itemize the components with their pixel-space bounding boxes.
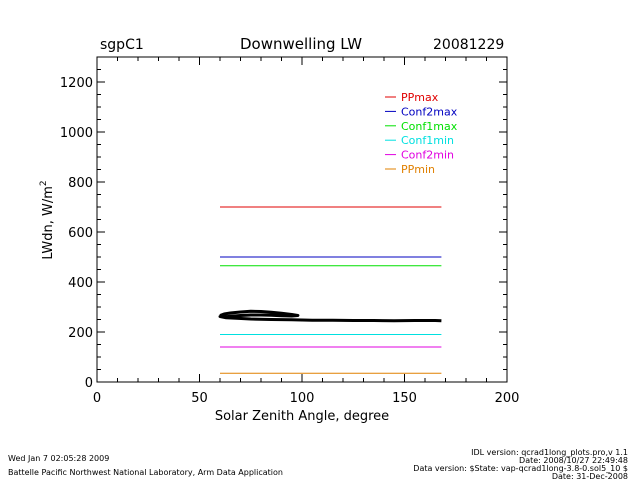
chart-title: Downwelling LW [240,35,363,53]
y-tick-label: 600 [68,226,93,241]
x-tick-label: 0 [93,391,101,406]
footer-idl-version: IDL version: qcrad1long_plots.pro,v 1.1 [471,448,628,457]
legend-label: Conf1min [401,134,454,147]
threshold-lines [220,206,442,374]
footer-data-version: Data version: $State: vap-qcrad1long-3.8… [413,464,628,473]
y-tick-label: 400 [68,276,93,291]
x-tick-label: 50 [191,391,208,406]
y-axis-label-sup: 2 [39,180,49,186]
observation-line [218,309,442,323]
footer-timestamp: Wed Jan 7 02:05:28 2009 [8,454,110,463]
axis-ticks: 0 50 100 150 200 0 200 400 600 800 1000 1200 [60,56,520,406]
x-tick-label: 150 [392,391,417,406]
legend-label: Conf2max [401,105,458,118]
legend-label: Conf1max [401,120,458,133]
y-axis-label-main: LWdn, W/m [41,186,56,260]
site-label: sgpC1 [100,37,144,53]
x-axis-label: Solar Zenith Angle, degree [215,409,389,424]
y-tick-label: 1200 [60,76,93,91]
y-tick-label: 800 [68,176,93,191]
legend-label: Conf2min [401,149,454,162]
footer-idl-date: Date: 2008/10/27 22:49:48 [519,456,628,465]
x-tick-label: 100 [290,391,315,406]
footer-institution: Battelle Pacific Northwest National Labo… [8,468,283,477]
date-label: 20081229 [433,37,505,53]
y-tick-label: 1000 [60,126,93,141]
y-tick-label: 0 [85,376,93,391]
legend-label: PPmin [401,163,435,176]
footer-data-date: Date: 31-Dec-2008 [551,472,628,481]
x-tick-label: 200 [495,391,520,406]
observation-trace [218,309,442,323]
y-axis-label: LWdn, W/m2 [39,180,56,259]
legend-label: PPmax [401,91,439,104]
y-tick-label: 200 [68,326,93,341]
